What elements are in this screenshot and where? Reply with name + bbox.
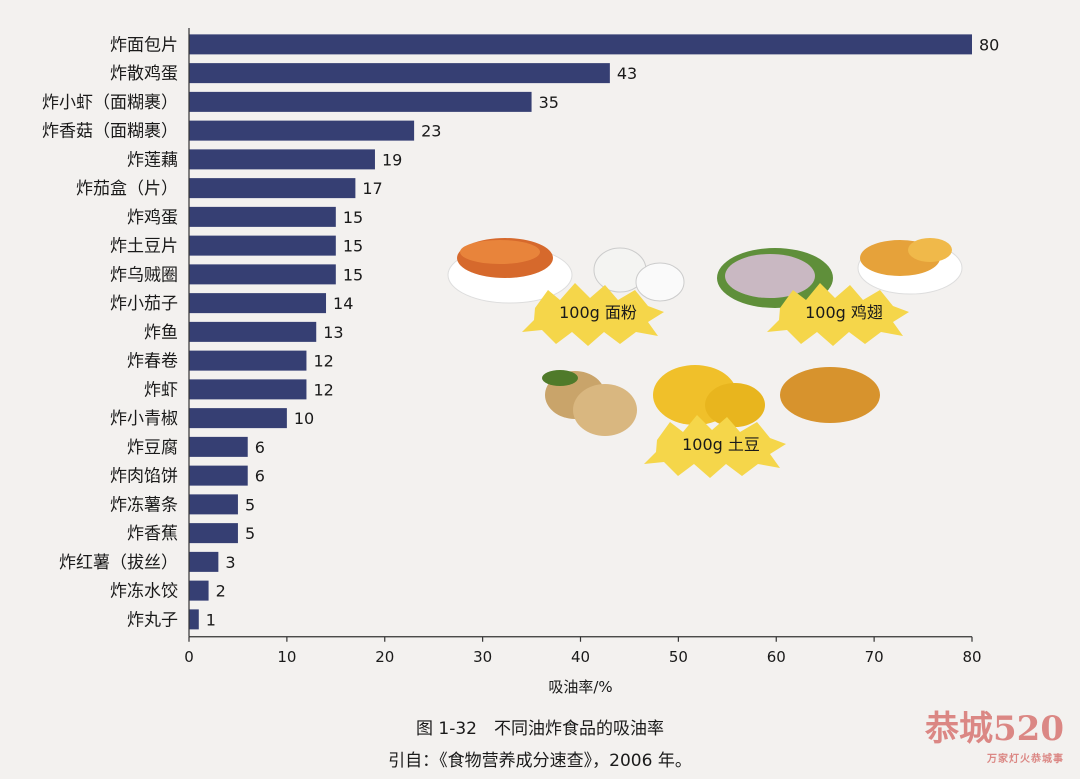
- value-label-8: 15: [343, 265, 363, 284]
- bar-6: [189, 206, 336, 227]
- x-tick-label-6: 60: [767, 648, 786, 666]
- bar-1: [189, 63, 610, 84]
- bar-14: [189, 436, 248, 457]
- watermark-sub: 万家灯火恭城事: [987, 754, 1064, 765]
- x-tick-label-0: 0: [184, 648, 194, 666]
- category-label-17: 炸香蕉: [127, 524, 178, 544]
- value-label-7: 15: [343, 237, 363, 256]
- x-tick-label-2: 20: [375, 648, 394, 666]
- figure-caption: 图 1-32 不同油炸食品的吸油率: [416, 719, 664, 739]
- x-tick-label-3: 30: [473, 648, 492, 666]
- potato-label-burst: [644, 415, 786, 478]
- value-label-6: 15: [343, 208, 363, 227]
- bar-2: [189, 91, 532, 112]
- value-label-18: 3: [225, 553, 235, 572]
- value-label-16: 5: [245, 495, 255, 514]
- bar-0: [189, 34, 972, 55]
- bar-20: [189, 609, 199, 630]
- watermark: 恭城520 万家灯火恭城事: [925, 701, 1064, 765]
- value-label-13: 10: [294, 409, 314, 428]
- value-label-4: 19: [382, 150, 402, 169]
- bar-12: [189, 379, 307, 400]
- category-label-3: 炸香菇（面糊裹）: [42, 122, 178, 142]
- bar-5: [189, 178, 356, 199]
- bar-8: [189, 264, 336, 285]
- flour-label-burst: [522, 283, 664, 346]
- bar-11: [189, 350, 307, 371]
- value-label-9: 14: [333, 294, 353, 313]
- flour-label: 100g 面粉: [559, 303, 637, 322]
- bar-3: [189, 120, 415, 141]
- value-label-12: 12: [313, 380, 333, 399]
- value-label-10: 13: [323, 323, 343, 342]
- chicken-wing-label-burst: [767, 283, 909, 346]
- x-tick-label-7: 70: [865, 648, 884, 666]
- value-label-11: 12: [313, 352, 333, 371]
- source-caption: 引自：《食物营养成分速查》，2006 年。: [388, 751, 692, 771]
- category-label-8: 炸乌贼圈: [110, 265, 178, 285]
- category-label-18: 炸红薯（拔丝）: [59, 553, 178, 573]
- value-label-19: 2: [216, 582, 226, 601]
- bar-7: [189, 235, 336, 256]
- category-label-15: 炸肉馅饼: [110, 467, 178, 487]
- chicken-wing-label: 100g 鸡翅: [805, 303, 883, 322]
- value-label-5: 17: [362, 179, 382, 198]
- x-tick-label-1: 10: [277, 648, 296, 666]
- category-label-1: 炸散鸡蛋: [110, 64, 178, 84]
- bar-10: [189, 321, 317, 342]
- bar-13: [189, 408, 287, 429]
- category-label-5: 炸茄盒（片）: [76, 179, 178, 199]
- category-label-2: 炸小虾（面糊裹）: [42, 93, 178, 113]
- category-label-7: 炸土豆片: [110, 237, 178, 257]
- category-label-12: 炸虾: [144, 380, 178, 400]
- x-tick-label-5: 50: [669, 648, 688, 666]
- value-label-3: 23: [421, 122, 441, 141]
- category-label-6: 炸鸡蛋: [127, 208, 178, 228]
- value-label-1: 43: [617, 64, 637, 83]
- x-tick-label-4: 40: [571, 648, 590, 666]
- category-label-16: 炸冻薯条: [110, 495, 178, 515]
- chicken-wing-illustration: 100g 鸡翅: [717, 238, 963, 346]
- category-label-19: 炸冻水饺: [110, 582, 178, 602]
- bar-15: [189, 465, 248, 486]
- bar-18: [189, 551, 219, 572]
- bar-19: [189, 580, 209, 601]
- x-axis: 0 10 20 30 40 50 60 70 80 吸油率/%: [184, 28, 982, 696]
- watermark-text: 恭城520: [925, 709, 1064, 749]
- category-label-0: 炸面包片: [110, 35, 178, 55]
- bar-16: [189, 494, 238, 515]
- potato-label: 100g 土豆: [682, 435, 760, 454]
- category-label-10: 炸鱼: [144, 323, 178, 343]
- category-label-13: 炸小青椒: [110, 409, 178, 429]
- bar-9: [189, 293, 327, 314]
- x-tick-label-8: 80: [962, 648, 981, 666]
- potato-illustration: 100g 土豆: [542, 365, 880, 478]
- value-label-20: 1: [206, 610, 216, 629]
- flour-illustration: 100g 面粉: [447, 238, 685, 346]
- category-label-11: 炸春卷: [127, 352, 178, 372]
- value-label-15: 6: [255, 467, 265, 486]
- category-label-9: 炸小茄子: [110, 294, 178, 314]
- bar-4: [189, 149, 375, 170]
- value-label-14: 6: [255, 438, 265, 457]
- category-label-14: 炸豆腐: [127, 438, 178, 458]
- bar-17: [189, 523, 238, 544]
- value-label-17: 5: [245, 524, 255, 543]
- x-axis-title: 吸油率/%: [548, 678, 612, 696]
- category-label-4: 炸莲藕: [127, 150, 178, 170]
- category-label-20: 炸丸子: [127, 610, 178, 630]
- value-label-2: 35: [539, 93, 559, 112]
- value-label-0: 80: [979, 35, 999, 54]
